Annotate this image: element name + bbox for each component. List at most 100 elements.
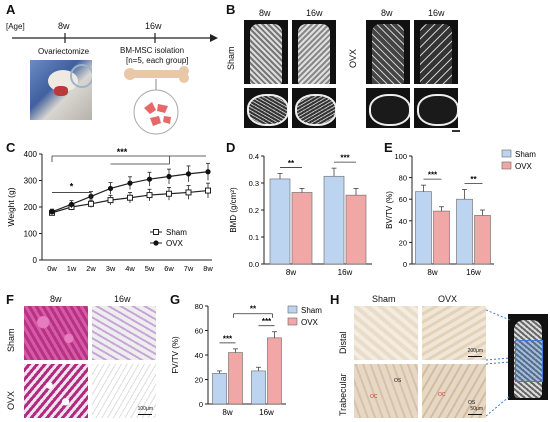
timeline-age-label: [Age] — [6, 22, 25, 31]
panel-a: [Age] 8w 16w Ovariectomize BM-MSC isolat… — [0, 0, 220, 138]
f-scale-bar — [138, 413, 152, 415]
timeline-arrowhead — [210, 34, 218, 42]
f-col-16w: 16w — [114, 294, 131, 304]
chart-c: 0 100 200 300 400 0w 1w 2w 3w 4w 5w 6w 7w 8w Weight (g… — [6, 147, 213, 273]
c-sig-label-1: *** — [117, 147, 128, 157]
timeline-svg — [12, 33, 218, 43]
c-x-tick-label: 8w — [203, 264, 213, 273]
h-row-trab: Trabecular — [338, 373, 348, 416]
h-scale-text-1: 200μm — [467, 348, 483, 354]
g-y-tick-label: 0 — [199, 400, 203, 409]
timeline-8w: 8w — [58, 21, 70, 31]
surgery-photo — [30, 60, 92, 120]
d-y-tick-label: 0.0 — [249, 260, 259, 269]
panel-letter-h: H — [330, 292, 340, 307]
e-y-tick-label: 0 — [403, 260, 407, 269]
roi-box — [515, 340, 543, 382]
c-point-ovx — [127, 180, 133, 186]
g-y-tick-label: 60 — [195, 327, 203, 336]
chart-e: 0 20 40 60 80 100 BV/TV (%) 8w *** 16w ** Sham OVX — [385, 149, 536, 277]
c-y-tick-label: 400 — [24, 150, 38, 159]
c-x-tick-label: 7w — [184, 264, 194, 273]
h-col-ovx: OVX — [438, 294, 458, 304]
bone-cross-section — [417, 94, 458, 126]
d-y-tick-label: 0.4 — [249, 152, 259, 161]
bone-texture — [372, 24, 404, 84]
panel-letter-g: G — [170, 292, 181, 307]
d-y-tick-label: 0.1 — [249, 233, 259, 242]
g-sig-between-label: ** — [250, 305, 257, 314]
h-os-label-1: OS — [394, 378, 402, 384]
e-bar-sham-16w — [456, 198, 473, 265]
g-legend-label-sham: Sham — [301, 306, 322, 315]
femur-condyle2-shape — [179, 73, 189, 83]
d-y-axis-label: BMD (g/cm²) — [229, 187, 238, 233]
h-oc-label-1: OC — [370, 394, 378, 400]
g-y-tick-label: 80 — [195, 302, 203, 311]
g-bar-ovx-16w — [267, 337, 282, 405]
g-y-tick-label: 20 — [195, 376, 203, 385]
ct-sham-16w-long — [292, 20, 336, 84]
e-sig-label: ** — [470, 175, 477, 184]
g-sig-label: *** — [223, 334, 233, 343]
c-point-sham — [205, 187, 211, 194]
panel-letter-a: A — [6, 2, 16, 17]
c-x-tick-label: 4w — [125, 264, 135, 273]
timeline-16w: 16w — [145, 21, 162, 31]
ct-sham-8w-cross — [244, 88, 288, 128]
bone-texture — [250, 24, 282, 84]
c-x-tick-label: 0w — [47, 264, 57, 273]
c-y-tick-label: 300 — [24, 177, 38, 186]
cell-icon-3 — [150, 116, 161, 126]
cell-icon-2 — [157, 104, 168, 113]
c-x-tick-label: 3w — [106, 264, 116, 273]
c-y-tick-label: 200 — [24, 203, 38, 212]
trap-sham-trab: OS OC — [354, 364, 418, 418]
b-scale-bar — [452, 130, 460, 132]
d-bar-sham-8w — [269, 178, 291, 265]
h-col-sham: Sham — [372, 294, 396, 304]
b-col-16w-ovx: 16w — [428, 8, 445, 18]
c-point-ovx — [146, 176, 153, 182]
bone-cross-section — [247, 94, 288, 126]
h-os-label-2: OS — [468, 400, 476, 406]
g-y-axis-label: FV/TV (%) — [171, 336, 180, 374]
he-sham-16w — [92, 306, 156, 360]
c-y-tick-label: 0 — [33, 256, 38, 265]
g-bar-sham-16w — [251, 370, 266, 405]
b-row-ovx: OVX — [348, 48, 358, 68]
d-x-tick-label: 16w — [338, 268, 353, 277]
femur-ct-inset — [508, 314, 548, 400]
c-point-ovx — [166, 173, 172, 180]
d-y-tick-label: 0.3 — [249, 179, 259, 188]
msc-illustration — [124, 66, 189, 135]
panel-letter-d: D — [226, 140, 236, 155]
cell-icon-1 — [144, 102, 156, 114]
ovariectomize-label: Ovariectomize — [38, 47, 90, 56]
c-x-tick-label: 6w — [164, 264, 174, 273]
ct-ovx-8w-long — [366, 20, 410, 84]
c-point-ovx — [205, 169, 211, 175]
g-x-tick-label: 8w — [222, 408, 232, 417]
d-bar-sham-16w — [323, 175, 345, 265]
bone-cross-section — [295, 94, 336, 126]
ct-ovx-16w-long — [414, 20, 458, 84]
c-point-ovx — [68, 201, 75, 207]
f-scale-text: 100μm — [137, 406, 153, 412]
e-legend-label-ovx: OVX — [515, 162, 533, 171]
c-x-tick-label: 1w — [67, 264, 77, 273]
g-y-tick-label: 40 — [195, 351, 203, 360]
trap-sham-distal — [354, 306, 418, 360]
e-y-tick-label: 60 — [399, 195, 407, 204]
e-legend-label-sham: Sham — [515, 150, 536, 159]
b-row-sham: Sham — [226, 46, 236, 70]
c-x-tick-label: 2w — [86, 264, 96, 273]
trap-ovx-distal: 200μm — [422, 306, 486, 360]
d-sig-label: ** — [288, 159, 295, 168]
e-y-tick-label: 80 — [399, 174, 407, 183]
isolation-label: BM-MSC isolation — [120, 46, 185, 55]
incision-shape — [54, 86, 68, 96]
b-col-8w-sham: 8w — [259, 8, 271, 18]
ct-sham-16w-cross — [292, 88, 336, 128]
